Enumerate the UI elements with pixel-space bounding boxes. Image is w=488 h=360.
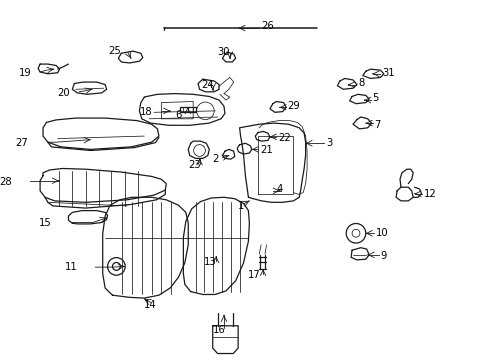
Text: 3: 3: [326, 138, 332, 148]
Text: 9: 9: [380, 251, 386, 261]
Text: 21: 21: [260, 145, 272, 156]
Text: 14: 14: [144, 300, 157, 310]
Text: 30: 30: [217, 47, 230, 57]
Text: 17: 17: [247, 270, 260, 280]
Text: 15: 15: [39, 218, 51, 228]
Text: 28: 28: [0, 177, 12, 187]
Text: 6: 6: [175, 110, 182, 120]
Text: 16: 16: [212, 325, 225, 336]
Text: 23: 23: [188, 160, 201, 170]
Text: 20: 20: [57, 88, 69, 98]
Text: 11: 11: [64, 262, 77, 272]
Text: 8: 8: [357, 78, 364, 88]
Text: 22: 22: [277, 132, 290, 143]
Text: 24: 24: [201, 80, 214, 90]
Text: 5: 5: [372, 93, 378, 103]
Text: 10: 10: [375, 228, 387, 238]
Text: 26: 26: [261, 21, 273, 31]
Text: 13: 13: [203, 257, 216, 267]
Text: 1: 1: [238, 201, 244, 211]
Text: 29: 29: [287, 101, 300, 111]
Text: 31: 31: [382, 68, 394, 78]
Text: 25: 25: [108, 46, 121, 56]
Text: 18: 18: [140, 107, 152, 117]
Text: 12: 12: [423, 189, 435, 199]
Text: 4: 4: [276, 184, 282, 194]
Text: 19: 19: [19, 68, 32, 78]
Text: 2: 2: [212, 154, 219, 164]
Text: 27: 27: [16, 138, 28, 148]
Text: 7: 7: [374, 120, 380, 130]
